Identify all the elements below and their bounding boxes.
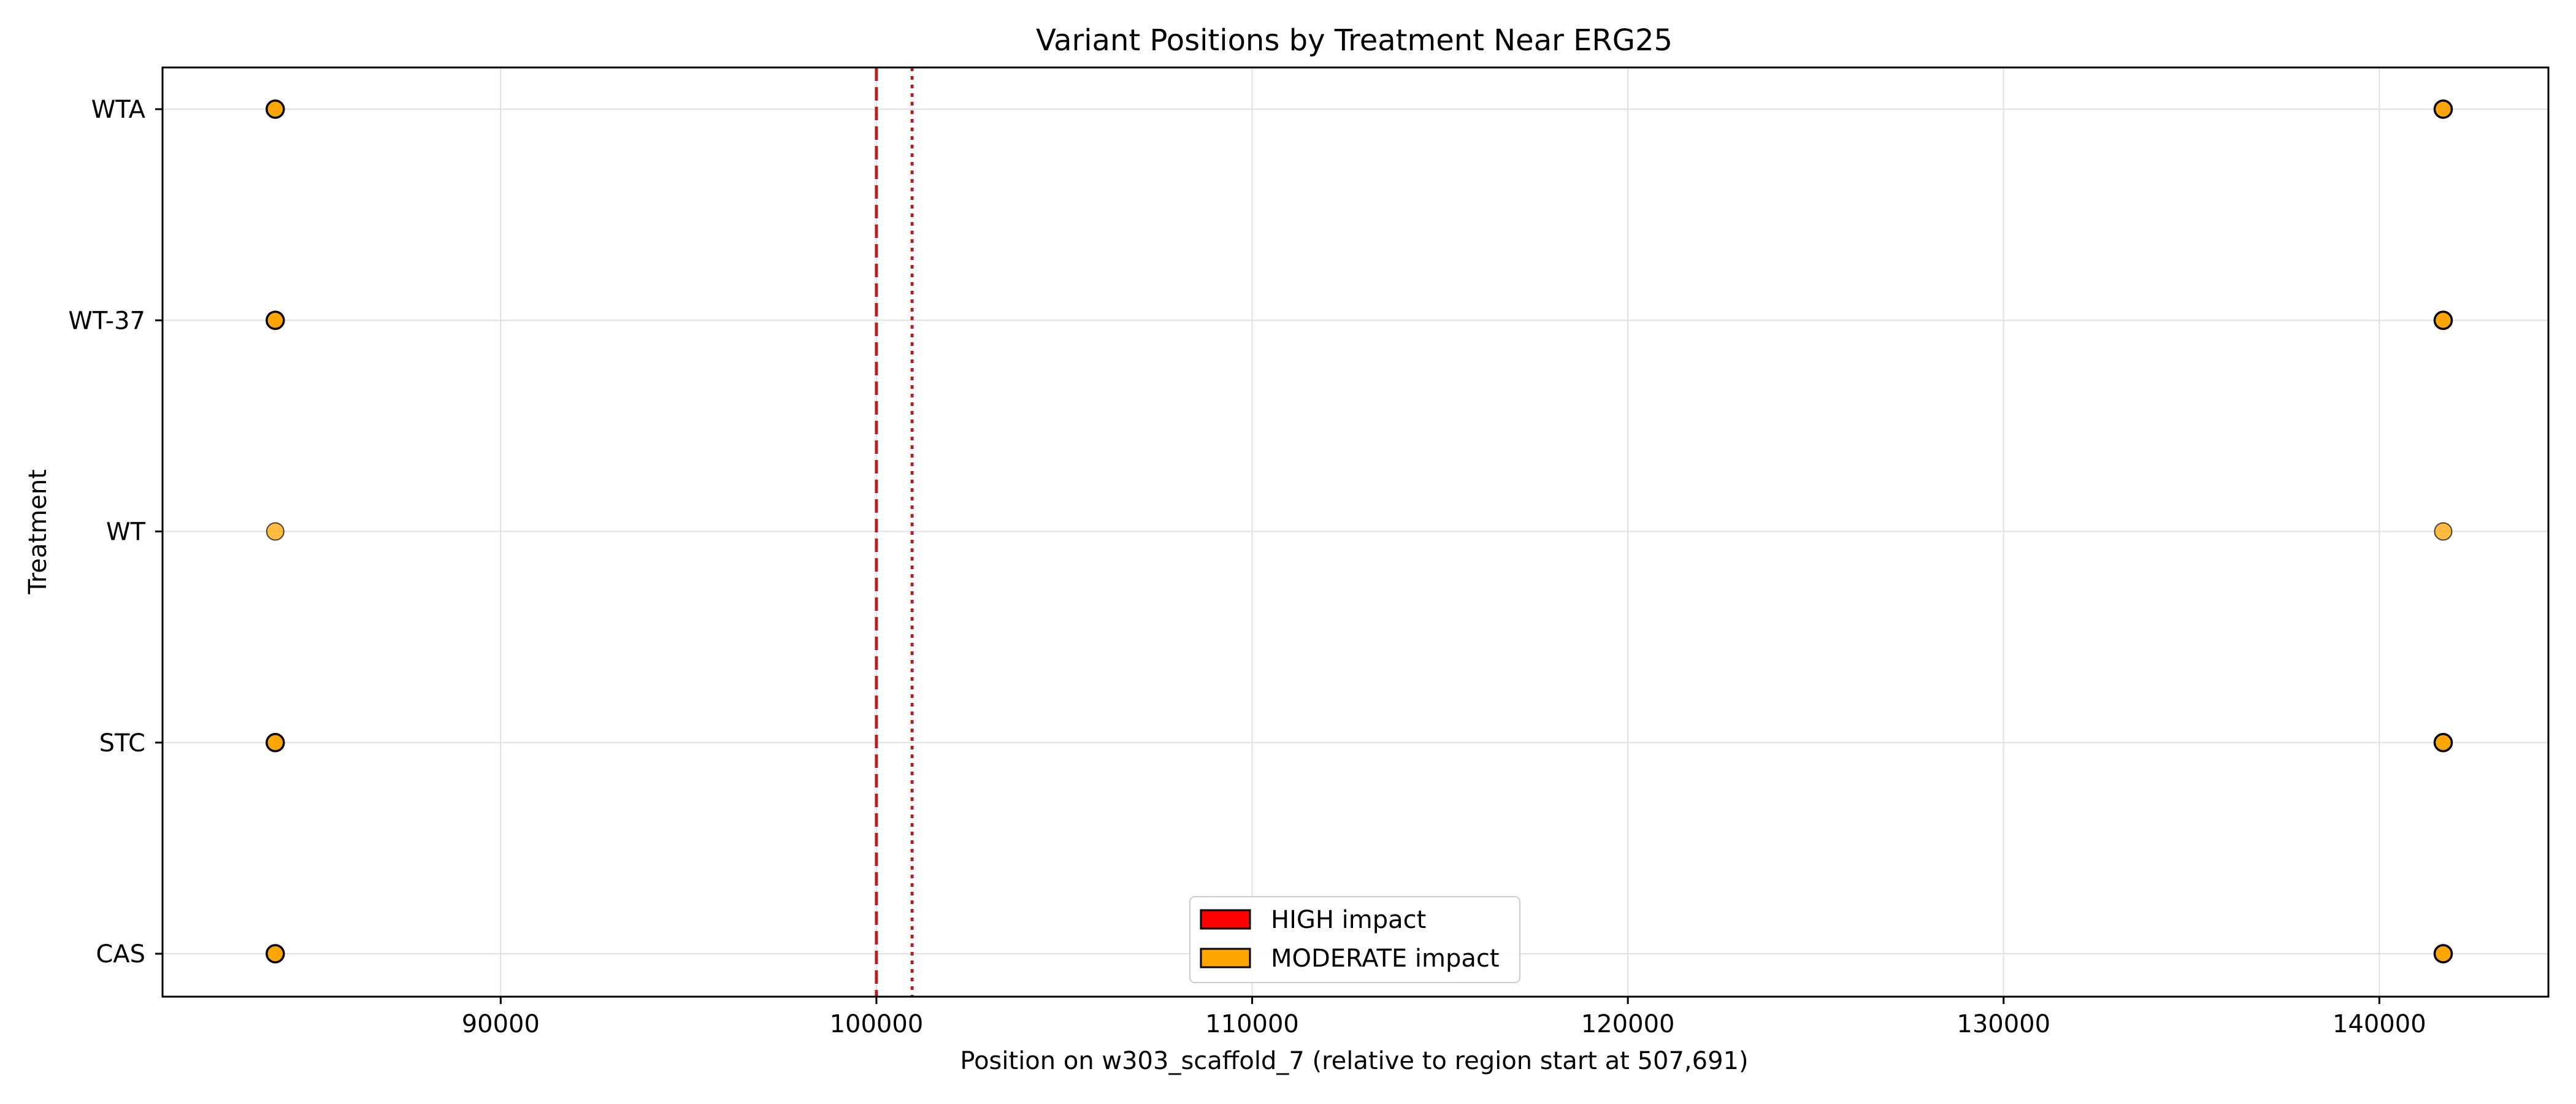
- x-tick-label: 110000: [1205, 1010, 1299, 1038]
- variant-point: [2433, 944, 2453, 964]
- chart-title: Variant Positions by Treatment Near ERG2…: [1036, 23, 1673, 58]
- y-tick-label: WTA: [91, 96, 146, 124]
- variant-point: [2433, 310, 2453, 330]
- legend-swatch: [1200, 909, 1251, 930]
- y-tick-label: CAS: [96, 940, 145, 968]
- legend: HIGH impact MODERATE impact: [1189, 896, 1520, 983]
- x-axis-label: Position on w303_scaffold_7 (relative to…: [960, 1047, 1748, 1075]
- variant-point: [266, 522, 285, 541]
- grid-layer: [163, 67, 2548, 997]
- x-tick-label: 130000: [1957, 1010, 2050, 1038]
- variant-point: [266, 733, 285, 753]
- variant-point: [266, 99, 285, 119]
- legend-label: HIGH impact: [1271, 906, 1426, 934]
- legend-box: [1189, 896, 1520, 983]
- y-tick-label: WT: [106, 518, 146, 546]
- legend-swatch: [1200, 948, 1251, 968]
- y-tick-label: WT-37: [68, 307, 145, 335]
- variant-point: [266, 944, 285, 964]
- y-tick-label: STC: [99, 729, 145, 757]
- y-axis-ticks: CAS STC WT WT-37 WTA: [68, 96, 163, 968]
- variant-point: [2433, 99, 2453, 119]
- variant-point: [266, 310, 285, 330]
- x-tick-label: 140000: [2333, 1010, 2426, 1038]
- legend-label: MODERATE impact: [1271, 945, 1500, 973]
- variant-point: [2433, 733, 2453, 753]
- data-points: [266, 99, 2453, 964]
- x-axis-ticks: 90000 100000 110000 120000 130000 140000: [462, 997, 2426, 1038]
- reference-lines: [875, 67, 914, 997]
- y-axis-label: Treatment: [24, 469, 52, 595]
- variant-point: [2434, 522, 2453, 541]
- x-tick-label: 90000: [462, 1010, 540, 1038]
- x-tick-label: 100000: [830, 1010, 924, 1038]
- x-tick-label: 120000: [1581, 1010, 1675, 1038]
